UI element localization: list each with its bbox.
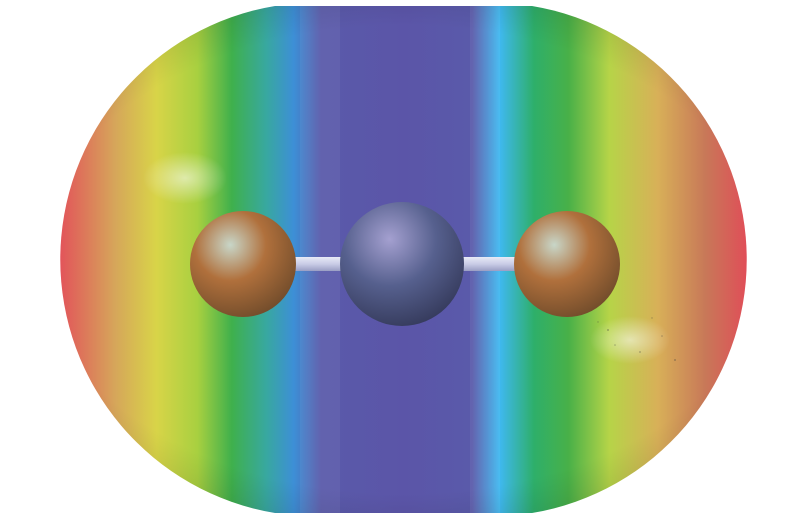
- outer-atom-left: [190, 211, 296, 317]
- gloss-highlight-left: [143, 152, 227, 204]
- outer-atom-right: [514, 211, 620, 317]
- central-atom: [340, 202, 464, 326]
- bond-left: [290, 257, 352, 271]
- gloss-highlight-right: [590, 316, 670, 364]
- bond-right: [455, 257, 521, 271]
